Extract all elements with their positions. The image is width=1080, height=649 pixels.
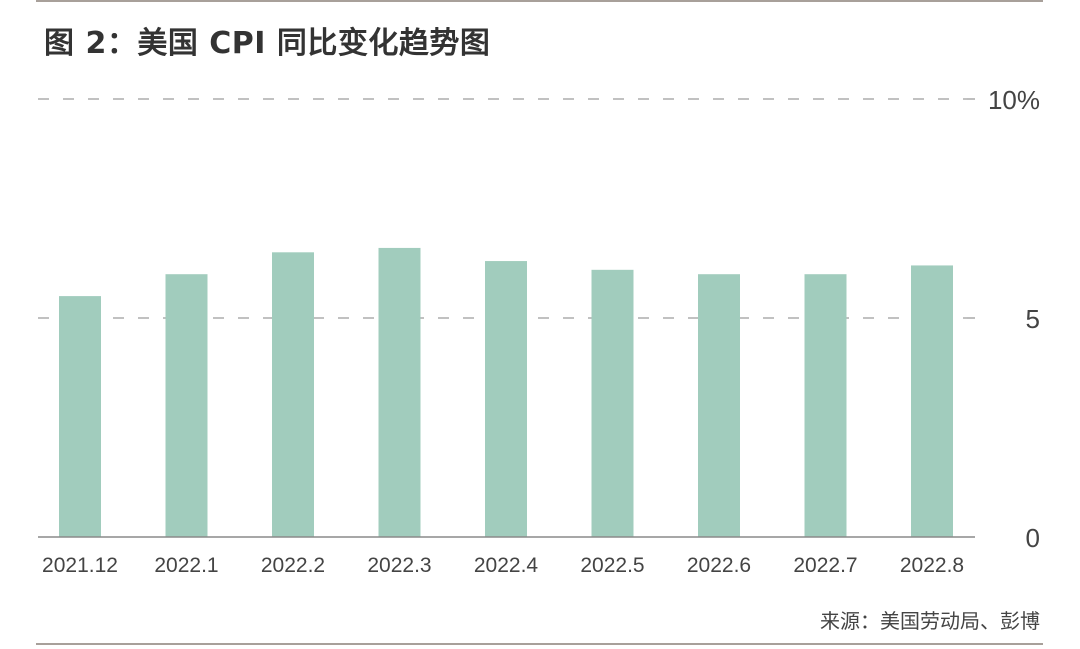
bar-2022.2 <box>272 252 314 538</box>
bar-2022.6 <box>698 274 740 537</box>
bar-chart: 0 5 10% 2021.12 2022.1 2022.2 2022.3 2022.4 2022… <box>38 85 1040 577</box>
bar-2022.7 <box>804 274 847 537</box>
x-tick-label: 2022.8 <box>900 554 964 577</box>
source-note: 来源：美国劳动局、彭博 <box>820 609 1040 633</box>
bottom-rule <box>36 643 1043 645</box>
x-tick-label: 2022.4 <box>474 554 539 577</box>
bar-2022.3 <box>378 247 421 538</box>
y-tick-label: 5 <box>1026 304 1040 334</box>
x-tick-label: 2022.1 <box>154 554 218 577</box>
bar-2022.1 <box>165 274 208 537</box>
x-tick-label: 2022.6 <box>687 554 751 577</box>
bar-2022.4 <box>485 261 527 537</box>
x-tick-label: 2022.5 <box>580 554 644 577</box>
y-tick-label: 0 <box>1026 523 1040 553</box>
bar-2021.12 <box>59 296 101 537</box>
x-tick-label: 2022.2 <box>261 554 325 577</box>
x-tick-label: 2022.3 <box>367 554 431 577</box>
y-tick-label: 10% <box>988 85 1040 115</box>
bar-2022.5 <box>591 269 634 537</box>
bar-2022.8 <box>911 265 953 537</box>
chart-title: 图 2：美国 CPI 同比变化趋势图 <box>44 26 491 61</box>
x-tick-label: 2021.12 <box>42 554 118 577</box>
top-rule <box>36 0 1043 2</box>
x-tick-label: 2022.7 <box>793 554 857 577</box>
